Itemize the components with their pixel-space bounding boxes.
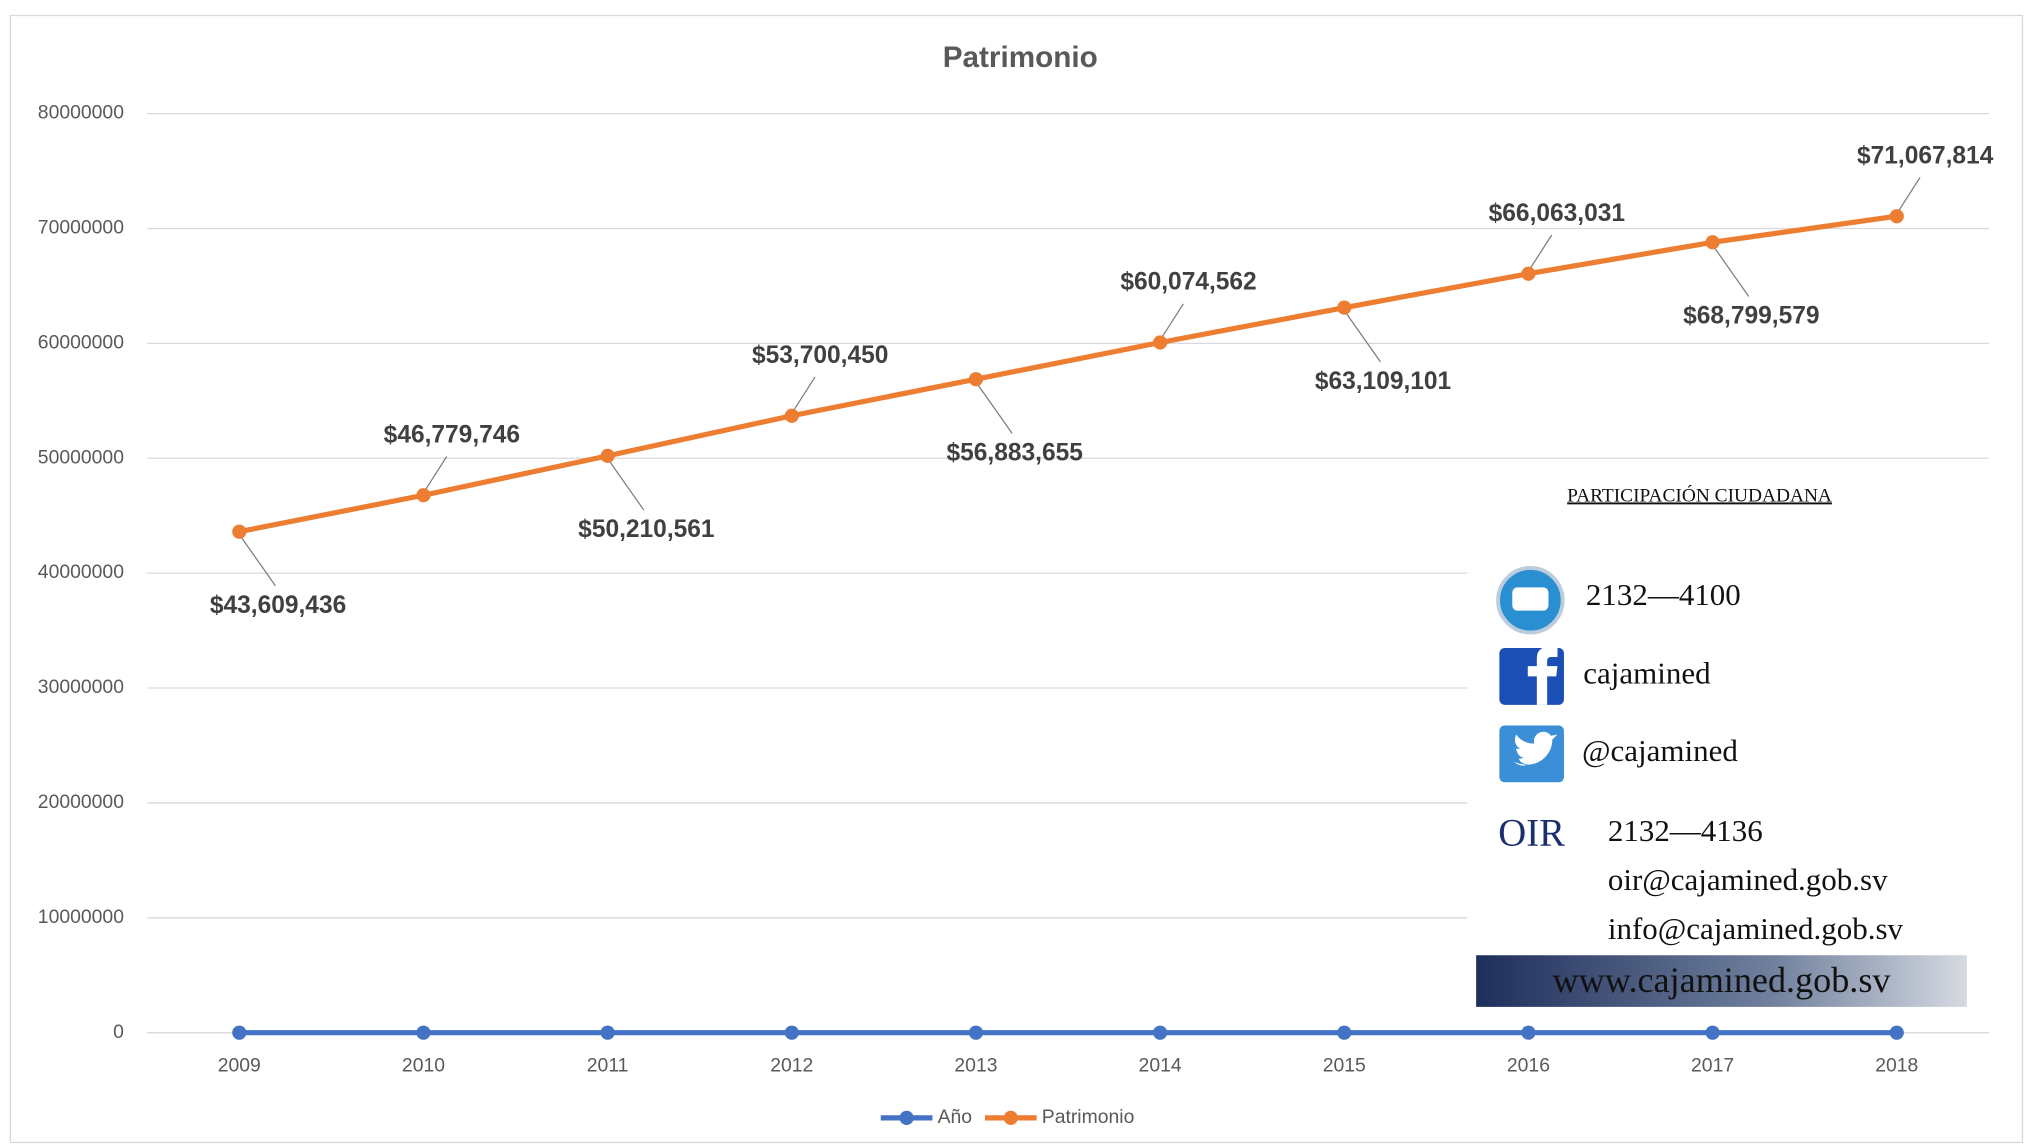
contact-panel: PARTICIPACIÓN CIUDADANA 2132—4100 cajami…	[1467, 477, 2010, 1020]
point	[1705, 235, 1720, 250]
leader-line	[241, 537, 276, 587]
oir-phone: 2132—4136	[1608, 813, 1763, 848]
point	[1889, 1025, 1904, 1040]
leader-line	[1530, 234, 1553, 268]
facebook-glyph	[1527, 646, 1558, 705]
data-label: $43,609,436	[210, 592, 346, 619]
phone: 2132—4100	[1586, 577, 1741, 612]
point	[1337, 1025, 1352, 1040]
x-tick-label: 2014	[1139, 1054, 1182, 1076]
legend-label: Año	[938, 1106, 972, 1128]
facebook: cajamined	[1583, 656, 1711, 691]
y-tick-label: 50000000	[38, 446, 124, 468]
point	[416, 488, 431, 503]
point	[232, 524, 247, 539]
y-tick-label: 0	[113, 1021, 124, 1043]
point	[784, 1025, 799, 1040]
legend-marker	[1003, 1110, 1018, 1125]
data-label: $56,883,655	[947, 440, 1083, 467]
y-tick-label: 30000000	[38, 676, 124, 698]
data-label: $68,799,579	[1683, 303, 1819, 330]
data-label: $50,210,561	[578, 516, 714, 543]
x-tick-label: 2015	[1323, 1054, 1366, 1076]
x-tick-label: 2018	[1875, 1054, 1918, 1076]
twitter-glyph	[1513, 731, 1558, 766]
twitter: @cajamined	[1582, 733, 1738, 768]
x-tick-label: 2016	[1507, 1054, 1550, 1076]
point	[416, 1025, 431, 1040]
legend-label: Patrimonio	[1042, 1106, 1135, 1128]
y-tick-label: 20000000	[38, 791, 124, 813]
y-tick-label: 70000000	[38, 217, 124, 239]
point	[1889, 209, 1904, 224]
data-label: $46,779,746	[384, 421, 520, 448]
website: www.cajamined.gob.sv	[1553, 960, 1892, 1000]
x-tick-label: 2011	[587, 1054, 629, 1076]
x-tick-label: 2010	[402, 1054, 445, 1076]
data-label: $53,700,450	[752, 342, 888, 369]
point	[1521, 266, 1536, 281]
leader-line	[1714, 248, 1750, 297]
point	[232, 1025, 247, 1040]
x-tick-label: 2013	[954, 1054, 997, 1076]
leader-line	[425, 456, 448, 490]
series-line	[238, 213, 1898, 535]
data-label: $63,109,101	[1315, 368, 1451, 395]
point	[968, 372, 984, 387]
leader-line	[1898, 177, 1921, 211]
leader-line	[1162, 303, 1184, 337]
leader-line	[793, 376, 816, 410]
data-label: $66,063,031	[1489, 200, 1625, 227]
point	[784, 408, 799, 423]
point	[600, 448, 615, 463]
point	[968, 1025, 984, 1040]
legend-marker	[899, 1110, 914, 1125]
point	[1153, 335, 1168, 350]
point	[1705, 1025, 1720, 1040]
leader-line	[1346, 313, 1381, 363]
phone-icon-glyph	[1512, 587, 1549, 611]
x-tick-label: 2012	[770, 1054, 813, 1076]
point	[1521, 1025, 1536, 1040]
website-banner	[1476, 955, 1967, 1007]
point	[1153, 1025, 1168, 1040]
chart-title: Patrimonio	[943, 41, 1098, 74]
point	[600, 1025, 615, 1040]
data-label: $60,074,562	[1120, 269, 1256, 296]
email: info@cajamined.gob.sv	[1608, 911, 1904, 946]
y-tick-label: 60000000	[38, 331, 124, 353]
y-tick-label: 80000000	[38, 102, 124, 124]
oir-logo: OIR	[1498, 811, 1565, 854]
leader-line	[609, 461, 645, 511]
point	[1337, 300, 1352, 315]
email: oir@cajamined.gob.sv	[1608, 862, 1888, 897]
y-tick-label: 10000000	[38, 906, 124, 928]
contact-heading: PARTICIPACIÓN CIUDADANA	[1567, 484, 1832, 506]
data-label: $71,067,814	[1857, 142, 1994, 169]
x-tick-label: 2009	[218, 1054, 261, 1076]
leader-line	[978, 385, 1013, 434]
x-tick-label: 2017	[1691, 1054, 1734, 1076]
plot-area: 0 10000000 20000000 30000000 40000000 5000000…	[38, 102, 1994, 1128]
y-tick-label: 40000000	[38, 561, 124, 583]
